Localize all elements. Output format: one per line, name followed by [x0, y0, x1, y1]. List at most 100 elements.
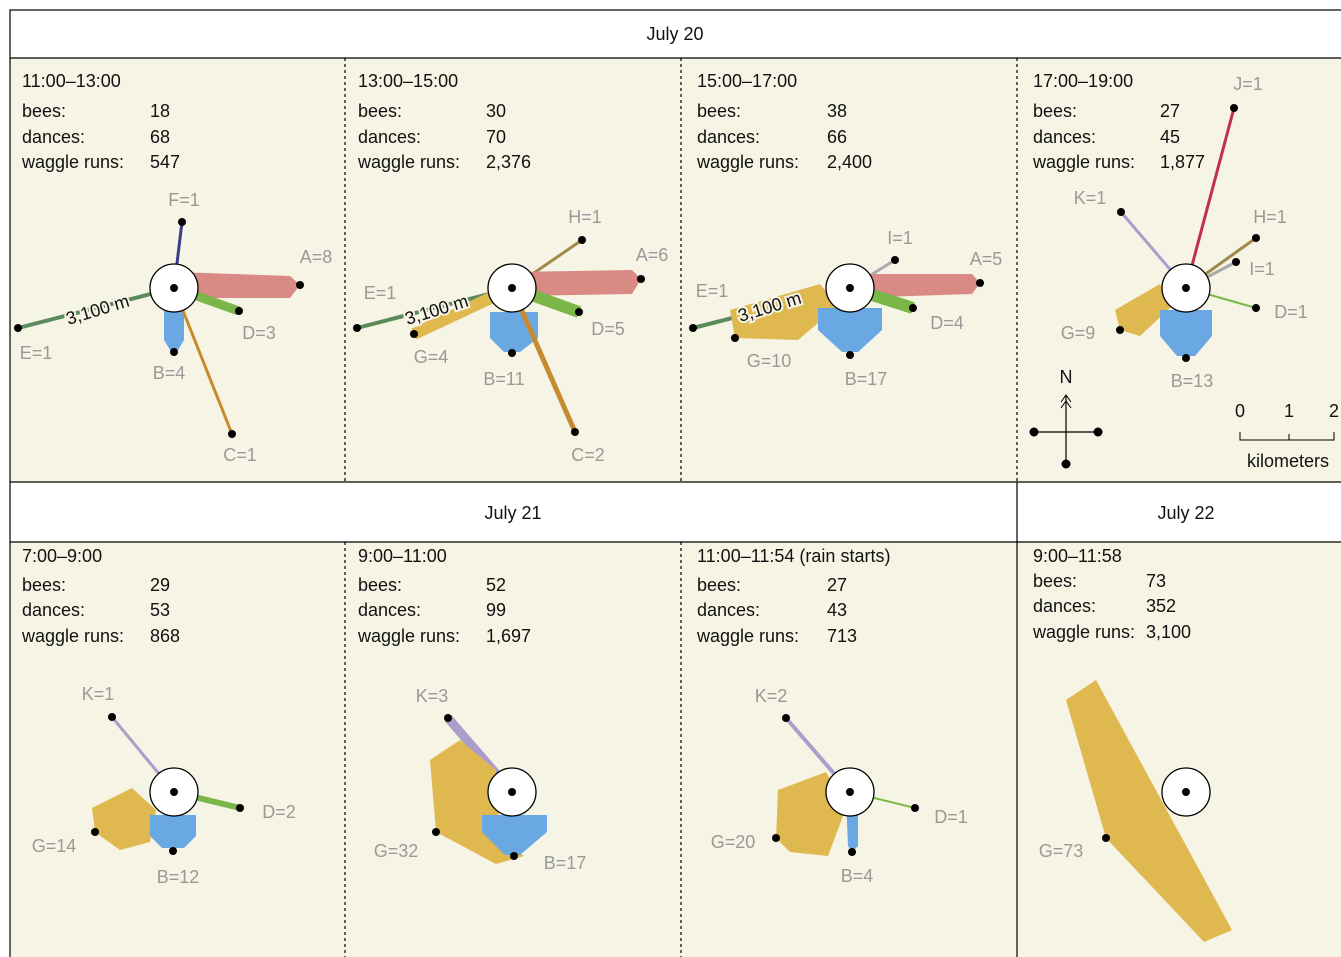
hive-center — [508, 284, 516, 292]
stat-value: 713 — [827, 626, 857, 646]
stat-value: 68 — [150, 127, 170, 147]
stat-label: dances: — [22, 600, 85, 620]
stat-value: 43 — [827, 600, 847, 620]
stat-value: 99 — [486, 600, 506, 620]
site-label: C=1 — [223, 445, 257, 465]
site-area — [176, 272, 300, 298]
site-dot — [782, 714, 790, 722]
site-dot — [1116, 326, 1124, 334]
stat-label: bees: — [22, 575, 66, 595]
site-area — [1066, 680, 1232, 942]
site-dot — [909, 304, 917, 312]
panel-time: 15:00–17:00 — [697, 71, 797, 91]
site-label: D=2 — [262, 802, 296, 822]
scale-tick: 2 — [1329, 401, 1339, 421]
site-dot — [575, 308, 583, 316]
panel: 7:00–9:00 bees: 29 dances: 53 waggle runs: 868… — [21, 546, 296, 887]
site-dot — [1182, 354, 1190, 362]
panel-time: 11:00–11:54 (rain starts) — [697, 546, 890, 566]
site-label: J=1 — [1233, 74, 1263, 94]
site-area — [1160, 310, 1212, 356]
site-label: D=3 — [242, 323, 276, 343]
site-dot — [1102, 834, 1110, 842]
site-area — [514, 270, 641, 296]
site-label: G=10 — [747, 351, 792, 371]
stat-label: waggle runs: — [696, 626, 799, 646]
stat-label: waggle runs: — [1032, 152, 1135, 172]
site-dot — [846, 351, 854, 359]
site-label: A=6 — [636, 245, 669, 265]
site-dot — [296, 281, 304, 289]
panel-time: 9:00–11:00 — [358, 546, 447, 566]
site-label: B=17 — [544, 853, 587, 873]
site-label: G=14 — [32, 836, 77, 856]
flight-line — [509, 286, 578, 434]
site-label: E=1 — [364, 283, 397, 303]
stat-value: 45 — [1160, 127, 1180, 147]
scale-unit: kilometers — [1247, 451, 1329, 471]
hive-center — [508, 788, 516, 796]
site-label: G=73 — [1039, 841, 1084, 861]
stat-value: 73 — [1146, 571, 1166, 591]
stat-value: 27 — [827, 575, 847, 595]
panel-time: 13:00–15:00 — [358, 71, 458, 91]
frame — [9, 9, 1341, 957]
site-dot — [571, 428, 579, 436]
flight-line — [172, 287, 234, 435]
site-dot — [731, 334, 739, 342]
site-label: A=8 — [300, 247, 333, 267]
site-area — [852, 274, 980, 298]
site-dot — [1117, 208, 1125, 216]
stat-label: waggle runs: — [357, 626, 460, 646]
site-label: H=1 — [1253, 207, 1287, 227]
site-label: E=1 — [696, 281, 729, 301]
panel-bg — [10, 58, 1341, 482]
site-dot — [1230, 104, 1238, 112]
site-label: F=1 — [168, 190, 200, 210]
stat-value: 1,697 — [486, 626, 531, 646]
stat-value: 1,877 — [1160, 152, 1205, 172]
site-label: G=9 — [1061, 323, 1096, 343]
stat-label: bees: — [1033, 571, 1077, 591]
hive-center — [1182, 284, 1190, 292]
stat-value: 18 — [150, 101, 170, 121]
stat-label: dances: — [697, 600, 760, 620]
site-dot — [891, 256, 899, 264]
site-dot — [178, 218, 186, 226]
panel: 9:00–11:58 bees: 73 dances: 352 waggle runs: 3… — [1032, 546, 1232, 942]
panel: 11:00–11:54 (rain starts) bees: 27 dances: 4… — [696, 546, 968, 886]
stat-value: 352 — [1146, 596, 1176, 616]
stat-label: bees: — [697, 101, 741, 121]
site-dot — [848, 848, 856, 856]
compass-label: N — [1060, 367, 1073, 387]
day-header: July 21 — [484, 503, 541, 523]
stat-value: 868 — [150, 626, 180, 646]
stat-label: waggle runs: — [696, 152, 799, 172]
panel: 11:00–13:00 bees: 18 dances: 68 waggle runs: 5… — [14, 71, 332, 465]
panel: 15:00–17:00 bees: 38 dances: 66 waggle runs: 2… — [689, 71, 1002, 389]
scale-bar: 0 1 2 kilometers — [1235, 401, 1339, 471]
stat-label: dances: — [358, 127, 421, 147]
stat-value: 30 — [486, 101, 506, 121]
site-label: D=5 — [591, 319, 625, 339]
site-dot — [170, 348, 178, 356]
site-area — [482, 815, 547, 855]
hive-center — [1182, 788, 1190, 796]
stat-label: dances: — [697, 127, 760, 147]
site-dot — [353, 324, 361, 332]
compass: N — [1029, 367, 1103, 469]
stat-label: bees: — [697, 575, 741, 595]
site-dot — [1252, 304, 1260, 312]
panel-bg — [10, 542, 1341, 957]
site-label: A=5 — [970, 249, 1003, 269]
site-dot — [689, 324, 697, 332]
panel-time: 7:00–9:00 — [22, 546, 102, 566]
site-dot — [236, 804, 244, 812]
panel: 9:00–11:00 bees: 52 dances: 99 waggle runs: 1,… — [357, 546, 586, 873]
site-dot — [410, 330, 418, 338]
site-label: G=4 — [414, 347, 449, 367]
site-dot — [432, 828, 440, 836]
site-dot — [91, 828, 99, 836]
stat-label: dances: — [1033, 127, 1096, 147]
site-dot — [228, 430, 236, 438]
